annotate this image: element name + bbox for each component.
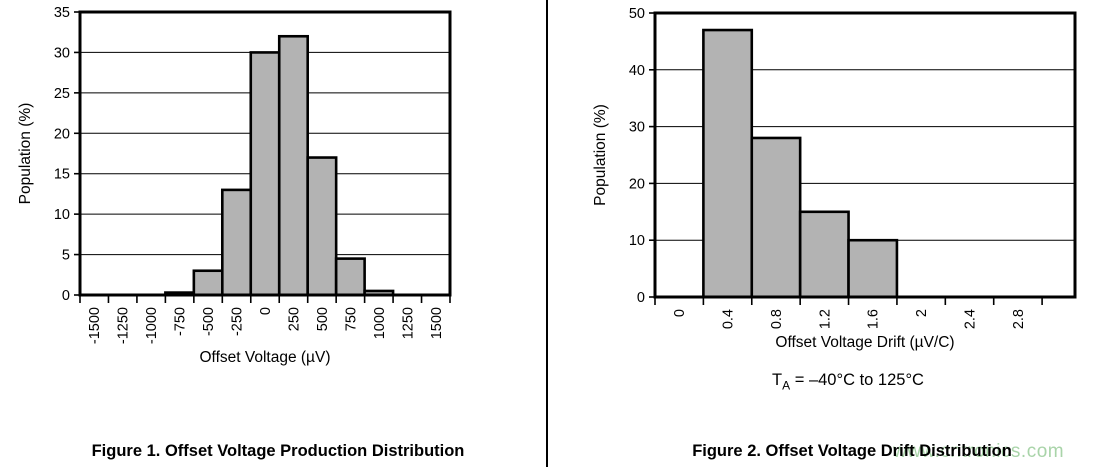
figure2-caption: Figure 2. Offset Voltage Drift Distribut… xyxy=(692,442,1012,460)
svg-text:0: 0 xyxy=(672,309,688,317)
condition-value: = –40°C to 125°C xyxy=(790,371,924,389)
svg-text:-1500: -1500 xyxy=(87,307,103,344)
svg-text:25: 25 xyxy=(54,86,70,102)
condition-subscript: A xyxy=(782,378,791,393)
svg-text:0: 0 xyxy=(258,307,274,315)
y-axis-title: Population (%) xyxy=(17,103,34,205)
svg-text:20: 20 xyxy=(629,176,645,192)
svg-text:10: 10 xyxy=(54,207,70,223)
svg-text:15: 15 xyxy=(54,167,70,183)
svg-text:20: 20 xyxy=(54,126,70,142)
svg-text:1500: 1500 xyxy=(429,307,445,339)
svg-text:10: 10 xyxy=(629,233,645,249)
svg-text:2: 2 xyxy=(914,309,930,317)
svg-text:-1250: -1250 xyxy=(116,307,132,344)
temperature-condition-label: TA = –40°C to 125°C xyxy=(772,371,924,392)
svg-text:1.2: 1.2 xyxy=(817,309,833,329)
svg-text:250: 250 xyxy=(286,307,302,331)
svg-text:2.8: 2.8 xyxy=(1011,309,1027,329)
svg-text:0: 0 xyxy=(637,290,645,306)
svg-text:750: 750 xyxy=(343,307,359,331)
figure2-offset-drift-histogram: 0 10 20 30 40 50 0 0.4 0.8 1.2 1.6 2 2.4 2.8 Populatio… xyxy=(592,6,1077,351)
svg-text:30: 30 xyxy=(629,120,645,136)
svg-text:50: 50 xyxy=(629,6,645,22)
svg-text:40: 40 xyxy=(629,63,645,79)
condition-symbol: T xyxy=(772,371,783,389)
svg-text:0.8: 0.8 xyxy=(769,309,785,329)
x-axis-title: Offset Voltage Drift (µV/C) xyxy=(775,334,954,351)
watermark-text: www.cntronics.com xyxy=(893,441,1065,462)
y-axis-title: Population (%) xyxy=(592,104,609,206)
svg-text:1000: 1000 xyxy=(372,307,388,339)
svg-text:2.4: 2.4 xyxy=(963,309,979,329)
svg-text:30: 30 xyxy=(54,45,70,61)
svg-text:-750: -750 xyxy=(173,307,189,336)
figure1-offset-voltage-histogram: 0 5 10 15 20 25 30 35 -1500 -1250 -1000 -750 -500 -25… xyxy=(17,5,452,366)
svg-text:1250: 1250 xyxy=(400,307,416,339)
svg-text:5: 5 xyxy=(62,248,70,264)
panel-divider xyxy=(546,0,548,467)
svg-text:35: 35 xyxy=(54,5,70,21)
svg-text:1.6: 1.6 xyxy=(866,309,882,329)
svg-text:-1000: -1000 xyxy=(144,307,160,344)
svg-text:-500: -500 xyxy=(201,307,217,336)
svg-text:500: 500 xyxy=(315,307,331,331)
svg-text:-250: -250 xyxy=(230,307,246,336)
x-axis-title: Offset Voltage (µV) xyxy=(200,349,331,366)
figure1-caption: Figure 1. Offset Voltage Production Dist… xyxy=(91,442,465,460)
svg-text:0.4: 0.4 xyxy=(721,309,737,329)
svg-text:0: 0 xyxy=(62,288,70,304)
